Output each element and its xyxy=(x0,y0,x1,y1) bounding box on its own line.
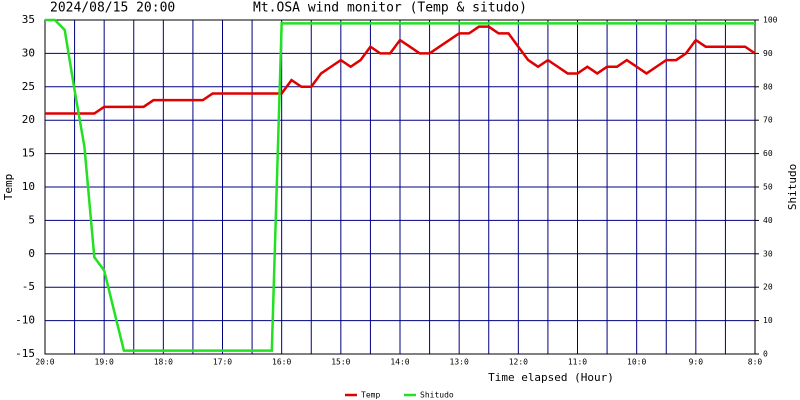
chart-title: Mt.OSA wind monitor (Temp & situdo) xyxy=(253,1,527,16)
x-tick-label: 11:0 xyxy=(568,358,587,367)
x-tick-label: 17:0 xyxy=(213,358,232,367)
x-axis-label: Time elapsed (Hour) xyxy=(488,371,614,384)
y2-tick-label: 50 xyxy=(763,183,773,192)
x-tick-label: 18:0 xyxy=(154,358,173,367)
x-tick-label: 13:0 xyxy=(450,358,469,367)
legend-label: Temp xyxy=(361,391,380,400)
y2-tick-label: 100 xyxy=(763,16,778,25)
x-tick-label: 20:0 xyxy=(35,358,54,367)
series-line xyxy=(45,25,756,115)
x-tick-label: 16:0 xyxy=(272,358,291,367)
y-tick-label: 0 xyxy=(28,247,35,260)
y-tick-label: 30 xyxy=(22,46,35,59)
y2-tick-label: 60 xyxy=(763,149,773,158)
plot-border xyxy=(44,19,756,355)
y2-tick-label: 0 xyxy=(763,350,768,359)
y-tick-label: -15 xyxy=(15,347,35,360)
y-axis-label: Temp xyxy=(2,174,15,201)
x-tick-label: 15:0 xyxy=(331,358,350,367)
y-tick-label: -10 xyxy=(15,314,35,327)
y2-tick-label: 10 xyxy=(763,316,773,325)
y-tick-label: 25 xyxy=(22,80,35,93)
y2-tick-label: 40 xyxy=(763,216,773,225)
x-tick-label: 10:0 xyxy=(627,358,646,367)
x-tick-label: 8:0 xyxy=(748,358,763,367)
y-tick-label: -5 xyxy=(22,280,35,293)
legend-label: Shitudo xyxy=(420,391,454,400)
chart-subtitle: 2024/08/15 20:00 xyxy=(50,1,175,16)
y-tick-label: 10 xyxy=(22,180,35,193)
series-line xyxy=(45,18,755,352)
y-tick-label: 5 xyxy=(28,213,35,226)
y2-tick-label: 80 xyxy=(763,82,773,91)
y2-tick-label: 30 xyxy=(763,249,773,258)
y2-axis-label: Shitudo xyxy=(786,164,799,210)
x-tick-label: 19:0 xyxy=(95,358,114,367)
y2-tick-label: 90 xyxy=(763,49,773,58)
y2-tick-label: 20 xyxy=(763,283,773,292)
x-tick-label: 9:0 xyxy=(689,358,704,367)
x-tick-label: 14:0 xyxy=(390,358,409,367)
x-tick-label: 12:0 xyxy=(509,358,528,367)
y-tick-label: 20 xyxy=(22,113,35,126)
y2-tick-label: 70 xyxy=(763,116,773,125)
y-tick-label: 15 xyxy=(22,147,35,160)
y-tick-label: 35 xyxy=(22,13,35,26)
